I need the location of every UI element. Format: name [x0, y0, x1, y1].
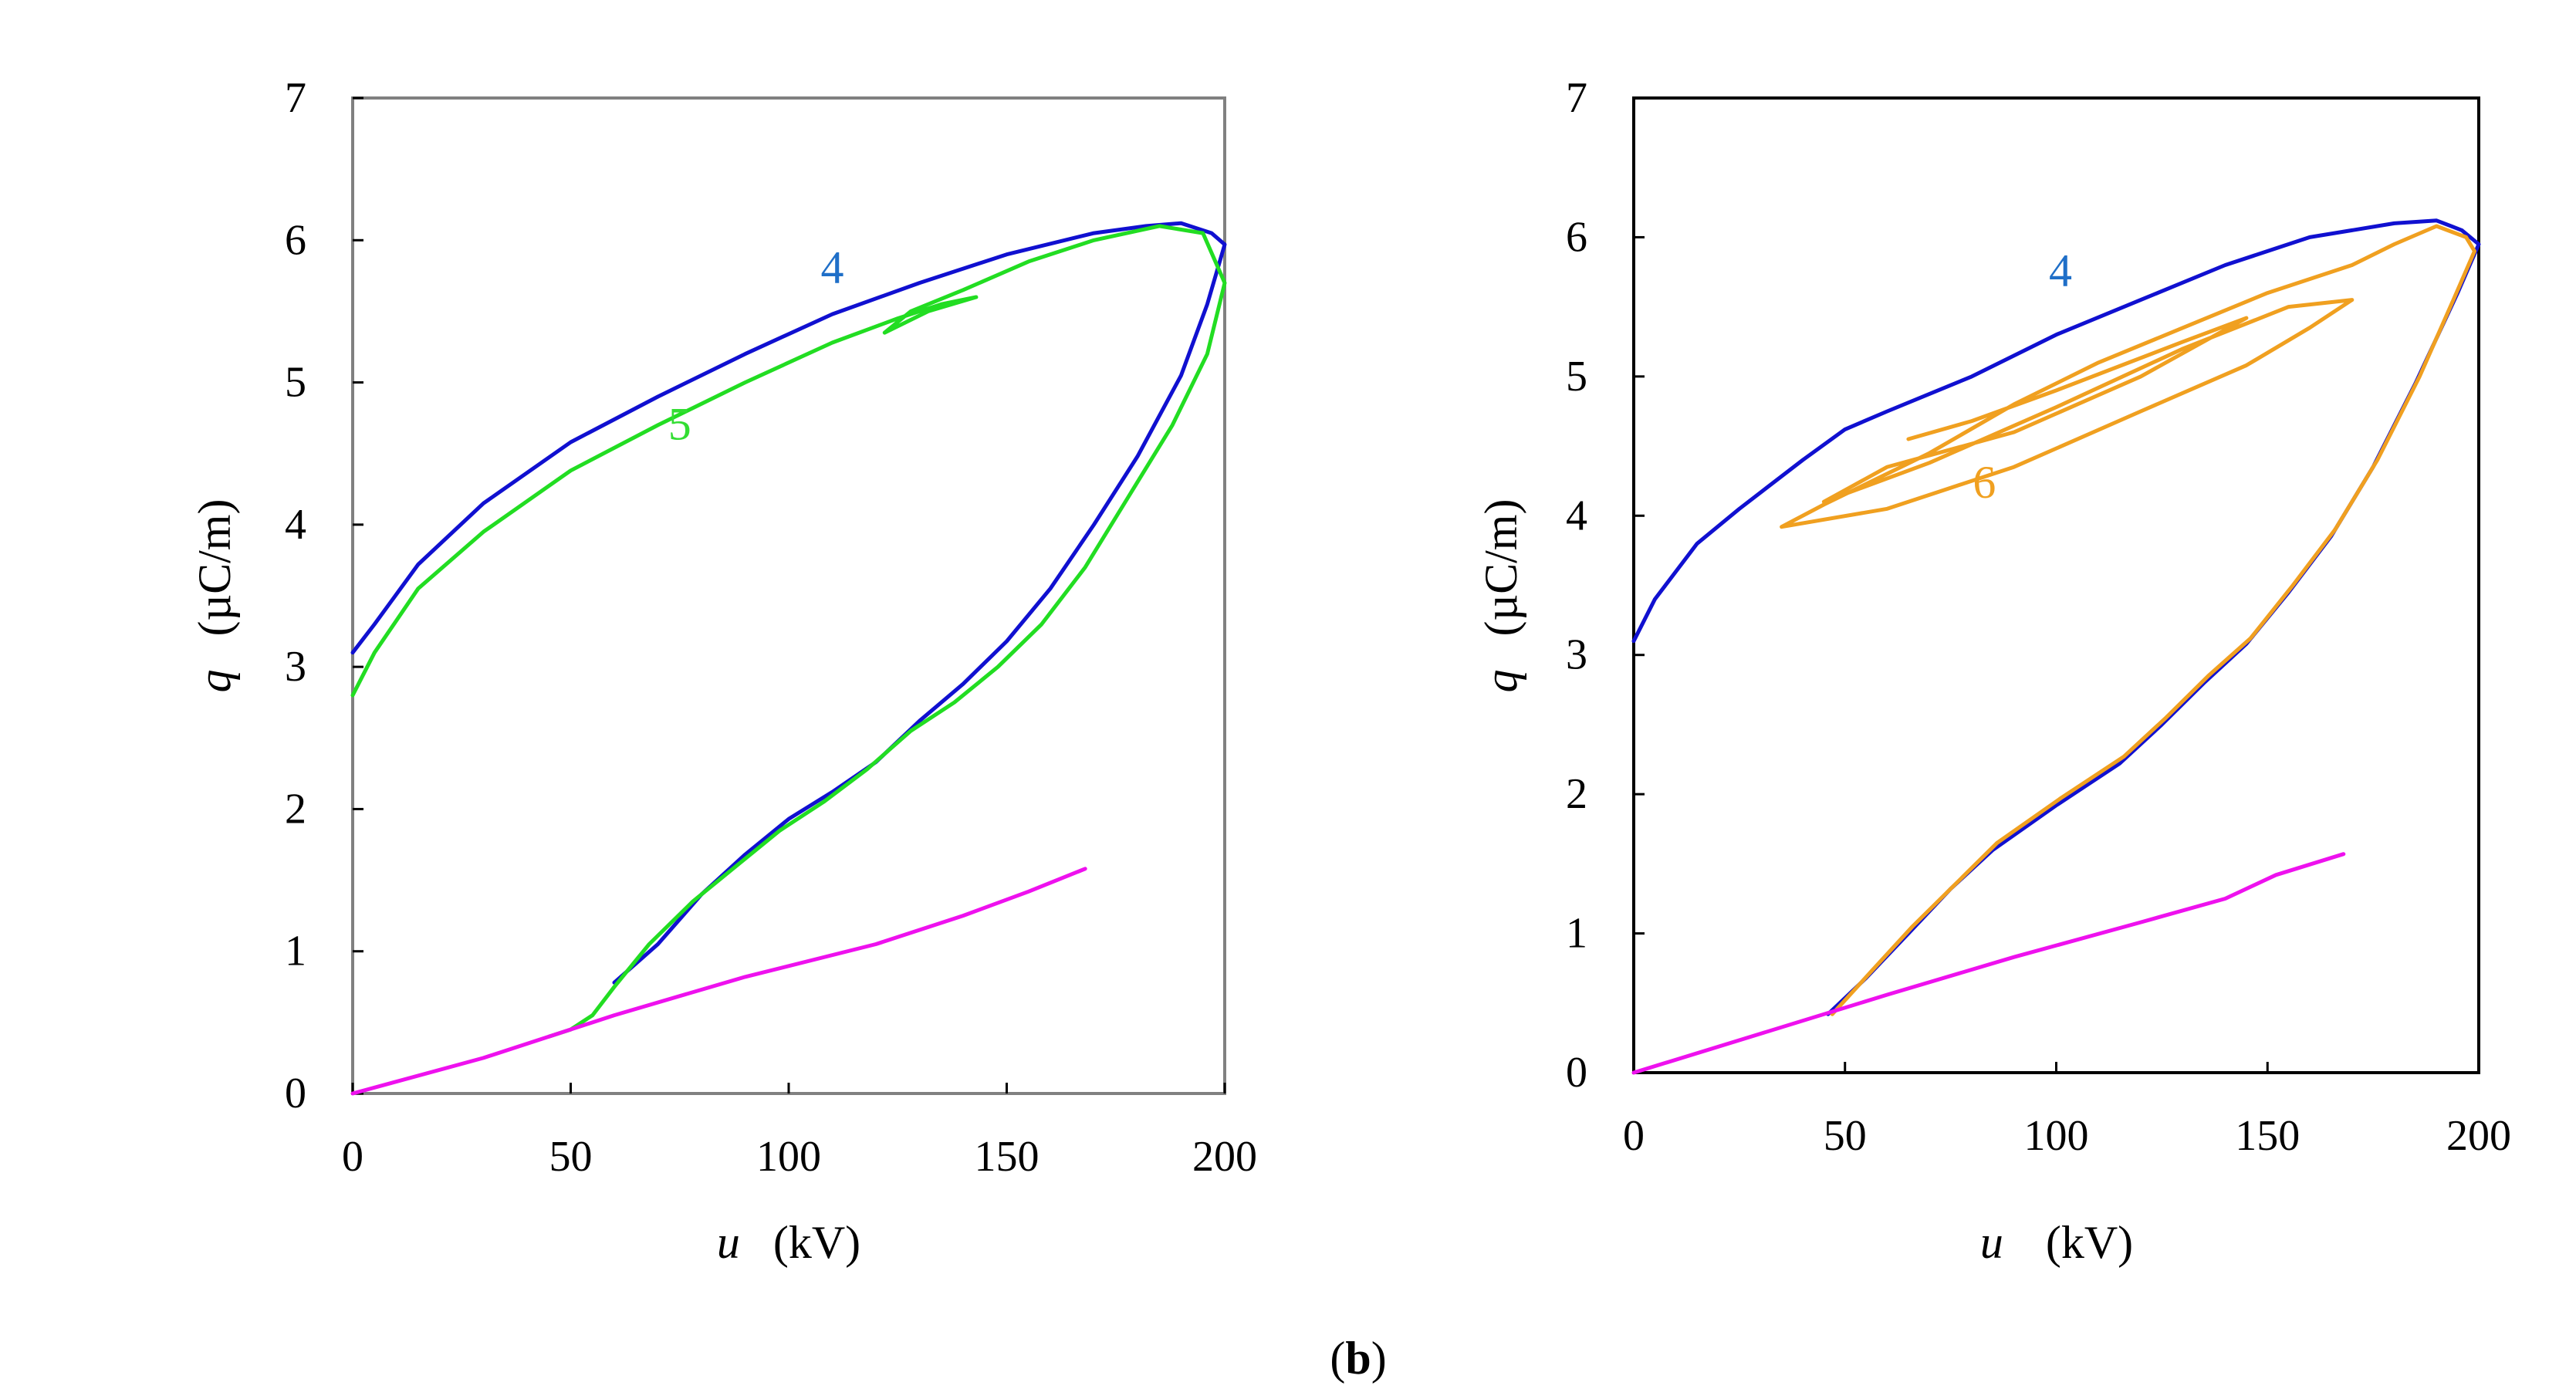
right-curve-label-6: 6 — [1973, 457, 1996, 508]
left-x-unit: (kV) — [773, 1217, 860, 1268]
left-y-tick-label: 4 — [285, 501, 306, 549]
right-x-tick-label: 50 — [1824, 1112, 1867, 1160]
left-series-line-linear — [350, 867, 1087, 1096]
right-y-tick-label: 6 — [1566, 213, 1587, 261]
caption-close: ) — [1371, 1333, 1387, 1384]
right-x-axis-label: u (kV) — [1980, 1217, 2133, 1268]
left-y-axis-label: q (µC/m) — [189, 499, 240, 693]
left-series-line-curve-4 — [350, 221, 1227, 985]
left-curve-label-5: 5 — [668, 398, 691, 449]
left-y-tick-label: 6 — [285, 216, 306, 264]
right-curve-label-4: 4 — [2049, 245, 2072, 296]
left-y-tick-label: 7 — [285, 74, 306, 122]
left-y-ticks: 0 1 2 3 4 5 6 7 — [285, 74, 363, 1117]
right-y-tick-label: 1 — [1566, 910, 1587, 958]
right-y-var: q — [1476, 669, 1526, 692]
right-y-tick-label: 4 — [1566, 492, 1587, 539]
right-series-line-curve-4 — [1631, 218, 2481, 1016]
left-y-tick-label: 2 — [285, 785, 306, 833]
right-y-ticks: 0 1 2 3 4 5 6 7 — [1566, 74, 1645, 1097]
left-series-line-curve-5 — [350, 224, 1227, 1039]
right-curve-labels: 46 — [1973, 245, 2072, 508]
left-curve-label-4: 4 — [821, 242, 844, 293]
right-y-tick-label: 2 — [1566, 770, 1587, 818]
right-y-axis-label: q (µC/m) — [1476, 499, 1526, 693]
right-x-tick-label: 200 — [2446, 1112, 2511, 1160]
left-x-tick-label: 50 — [549, 1133, 593, 1181]
left-y-unit: (µC/m) — [189, 499, 240, 637]
caption-letter: b — [1345, 1333, 1371, 1384]
left-y-tick-label: 0 — [285, 1070, 306, 1117]
left-x-ticks: 0 50 100 150 200 — [342, 1083, 1257, 1181]
left-plot-frame — [351, 96, 1226, 1095]
right-x-tick-label: 150 — [2235, 1112, 2300, 1160]
left-x-tick-label: 150 — [975, 1133, 1040, 1181]
right-series — [1631, 218, 2481, 1075]
left-y-tick-label: 3 — [285, 643, 306, 691]
left-x-tick-label: 200 — [1192, 1133, 1257, 1181]
right-y-tick-label: 3 — [1566, 631, 1587, 679]
left-x-tick-label: 0 — [342, 1133, 363, 1181]
right-plot-frame — [1632, 96, 2480, 1074]
right-y-tick-label: 0 — [1566, 1049, 1587, 1097]
caption-open: ( — [1330, 1333, 1345, 1384]
left-y-tick-label: 5 — [285, 359, 306, 407]
right-x-tick-label: 100 — [2024, 1112, 2089, 1160]
right-series-line-curve-6 — [1780, 224, 2476, 1016]
right-series-line-linear — [1631, 852, 2346, 1075]
figure-caption: (b) — [1330, 1333, 1386, 1384]
left-y-var: q — [189, 669, 240, 692]
right-x-ticks: 0 50 100 150 200 — [1623, 1062, 2511, 1160]
left-series — [350, 221, 1227, 1096]
right-x-var: u — [1980, 1217, 2003, 1268]
right-y-tick-label: 5 — [1566, 353, 1587, 401]
right-y-tick-label: 7 — [1566, 74, 1587, 122]
left-x-axis-label: u (kV) — [717, 1217, 860, 1268]
left-x-tick-label: 100 — [756, 1133, 821, 1181]
right-x-tick-label: 0 — [1623, 1112, 1645, 1160]
left-curve-labels: 45 — [668, 242, 844, 450]
right-y-unit: (µC/m) — [1476, 499, 1526, 637]
left-y-tick-label: 1 — [285, 928, 306, 975]
right-x-unit: (kV) — [2046, 1217, 2133, 1268]
left-x-var: u — [717, 1217, 740, 1268]
